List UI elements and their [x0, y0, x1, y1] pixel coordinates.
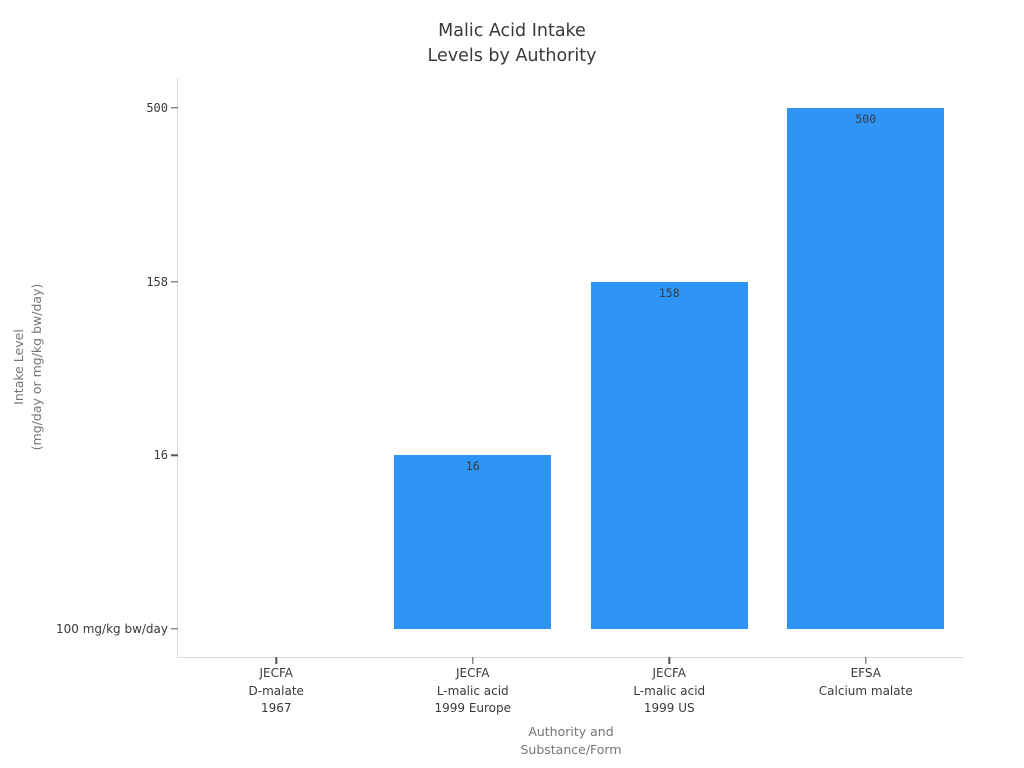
y-axis-title: Intake Level (mg/day or mg/kg bw/day) [11, 283, 44, 451]
x-category-label: JECFA L-malic acid 1999 US [633, 666, 706, 715]
x-axis-line [177, 657, 964, 658]
y-tick-mark [171, 628, 178, 630]
chart-title-line-1: Malic Acid Intake [438, 21, 586, 41]
bar-value-label: 500 [855, 111, 877, 126]
x-tick-mark [472, 657, 474, 664]
y-axis-line [177, 78, 178, 658]
bar-value-label: 158 [658, 285, 680, 300]
x-category-label: JECFA D-malate 1967 [248, 666, 304, 715]
chart-title: Malic Acid Intake Levels by Authority [0, 19, 1024, 69]
x-axis-title: Authority and Substance/Form [520, 724, 622, 757]
y-tick-mark [171, 280, 178, 283]
y-tick-mark [171, 454, 178, 457]
bar: 500 [787, 107, 945, 629]
x-tick-mark [865, 657, 867, 664]
y-tick-label: 16 [153, 448, 168, 463]
y-tick-label: 158 [146, 274, 168, 289]
x-category-label: EFSA Calcium malate [818, 666, 913, 698]
y-tick-mark [171, 107, 178, 109]
bar: 16 [394, 455, 552, 629]
bar-value-label: 16 [465, 459, 480, 474]
chart-title-line-2: Levels by Authority [427, 46, 597, 66]
x-category-label: JECFA L-malic acid 1999 Europe [434, 666, 512, 715]
bar: 158 [590, 281, 748, 629]
y-tick-label: 500 [146, 100, 168, 115]
y-tick-label: 100 mg/kg bw/day [56, 622, 168, 636]
x-tick-mark [275, 657, 277, 664]
x-tick-mark [668, 657, 670, 664]
